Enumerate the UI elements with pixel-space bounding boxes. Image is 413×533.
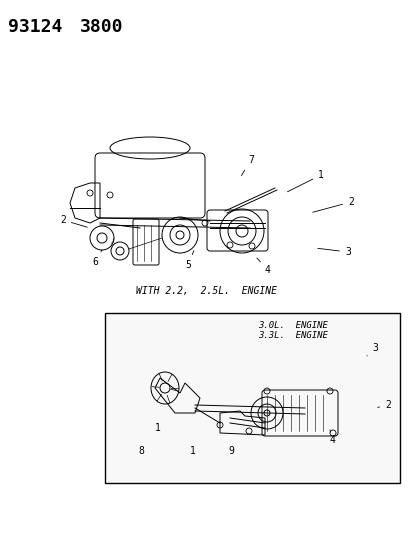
Text: 2: 2 (60, 215, 87, 227)
Text: 1: 1 (287, 170, 323, 192)
Bar (105, 313, 399, 483)
Text: 1: 1 (190, 446, 195, 456)
Text: 5: 5 (185, 251, 193, 270)
Text: 3.0L.  ENGINE: 3.0L. ENGINE (257, 321, 327, 330)
Text: 9: 9 (228, 446, 233, 456)
Text: 4: 4 (256, 258, 270, 275)
Text: 1: 1 (154, 423, 161, 433)
Text: WITH 2.2,  2.5L.  ENGINE: WITH 2.2, 2.5L. ENGINE (136, 286, 277, 296)
Text: 93124: 93124 (8, 18, 62, 36)
Text: 2: 2 (377, 400, 390, 410)
Text: 3.3L.  ENGINE: 3.3L. ENGINE (257, 331, 327, 340)
Text: 3: 3 (317, 247, 350, 257)
Text: 6: 6 (92, 250, 102, 267)
Text: 8: 8 (138, 446, 144, 456)
Text: 3800: 3800 (80, 18, 123, 36)
Text: 3: 3 (366, 343, 377, 356)
Text: 2: 2 (312, 197, 353, 212)
Text: 7: 7 (241, 155, 253, 176)
Text: 4: 4 (329, 430, 335, 445)
